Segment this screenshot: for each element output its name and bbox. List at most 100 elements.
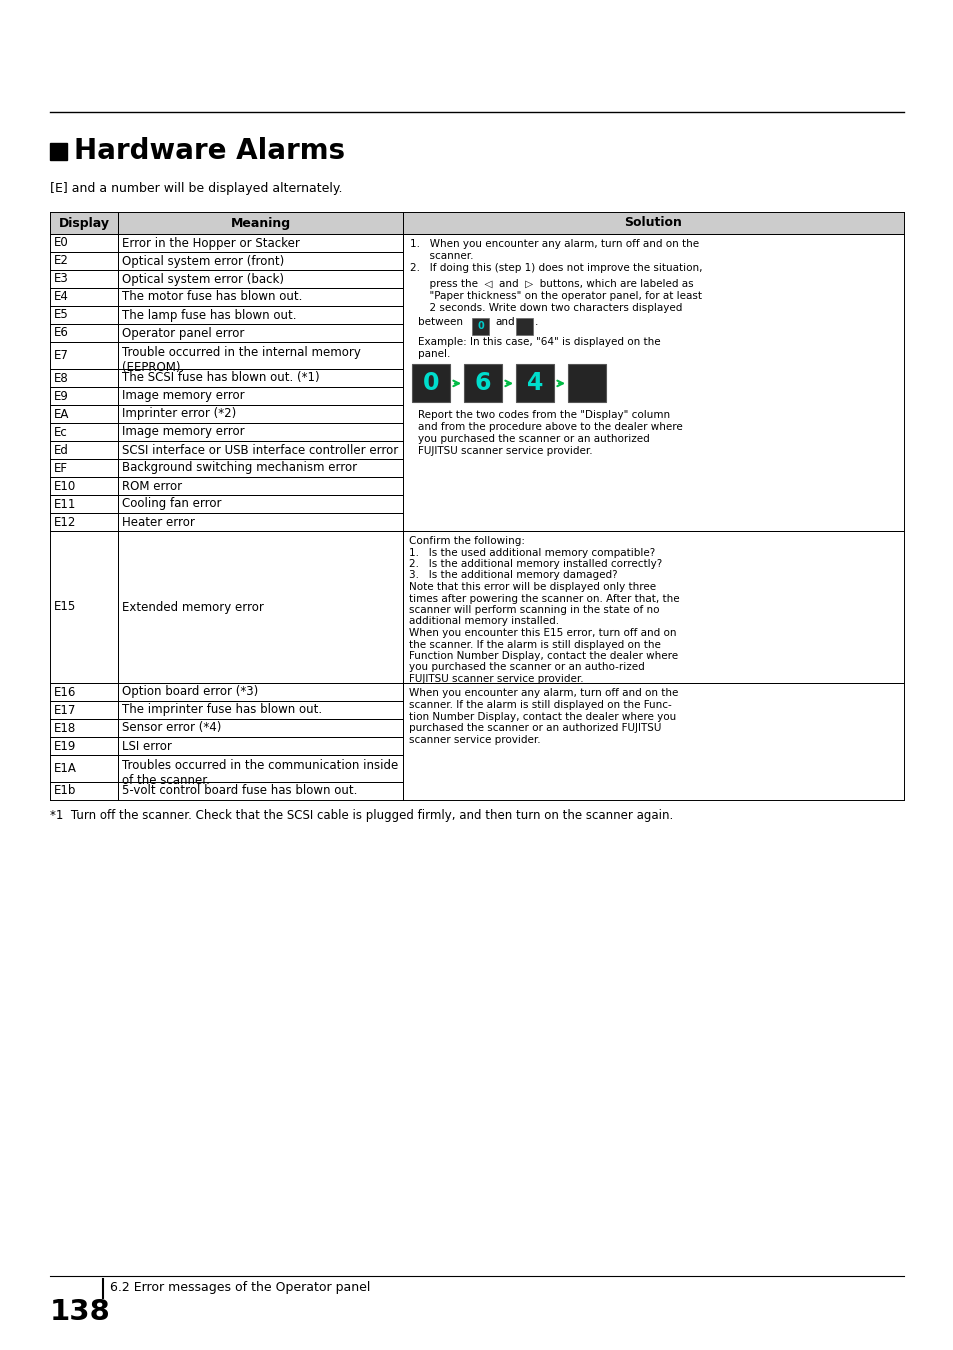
Text: you purchased the scanner or an authorized: you purchased the scanner or an authoriz… (417, 433, 649, 444)
Text: Background switching mechanism error: Background switching mechanism error (122, 462, 356, 474)
Text: scanner.: scanner. (410, 251, 473, 261)
Text: Image memory error: Image memory error (122, 425, 244, 439)
Text: E1A: E1A (54, 761, 77, 775)
Text: Option board error (*3): Option board error (*3) (122, 686, 258, 698)
Text: E0: E0 (54, 236, 69, 250)
Text: 1.   When you encounter any alarm, turn off and on the: 1. When you encounter any alarm, turn of… (410, 239, 699, 248)
Text: Extended memory error: Extended memory error (122, 601, 264, 613)
Text: E19: E19 (54, 740, 76, 752)
Text: FUJITSU scanner service provider.: FUJITSU scanner service provider. (417, 446, 592, 456)
Text: 2 seconds. Write down two characters displayed: 2 seconds. Write down two characters dis… (410, 302, 681, 313)
Bar (472, 317, 489, 335)
Text: LSI error: LSI error (122, 740, 172, 752)
Text: Troubles occurred in the communication inside
of the scanner.: Troubles occurred in the communication i… (122, 759, 397, 787)
Text: E10: E10 (54, 479, 76, 493)
Text: Solution: Solution (624, 216, 681, 230)
Text: 0: 0 (422, 371, 438, 396)
Text: E17: E17 (54, 703, 76, 717)
Text: E15: E15 (54, 601, 76, 613)
Text: *1  Turn off the scanner. Check that the SCSI cable is plugged firmly, and then : *1 Turn off the scanner. Check that the … (50, 809, 673, 822)
Text: E1b: E1b (54, 784, 76, 798)
Text: The SCSI fuse has blown out. (*1): The SCSI fuse has blown out. (*1) (122, 371, 319, 385)
Text: additional memory installed.: additional memory installed. (409, 617, 558, 626)
Bar (50, 212, 118, 234)
Text: 3.   Is the additional memory damaged?: 3. Is the additional memory damaged? (409, 571, 617, 580)
Text: E3: E3 (54, 273, 69, 285)
Text: 1.   Is the used additional memory compatible?: 1. Is the used additional memory compati… (409, 548, 655, 558)
Bar (463, 364, 501, 402)
Text: Imprinter error (*2): Imprinter error (*2) (122, 408, 236, 420)
Text: When you encounter this E15 error, turn off and on: When you encounter this E15 error, turn … (409, 628, 676, 639)
Text: Ec: Ec (54, 425, 68, 439)
Text: E2: E2 (54, 255, 69, 267)
Text: purchased the scanner or an authorized FUJITSU: purchased the scanner or an authorized F… (409, 724, 660, 733)
Text: E11: E11 (54, 498, 76, 510)
Bar (402, 212, 903, 234)
Text: E4: E4 (54, 290, 69, 304)
Text: 6: 6 (475, 371, 491, 396)
Text: Function Number Display, contact the dealer where: Function Number Display, contact the dea… (409, 651, 678, 661)
Text: press the  ◁  and  ▷  buttons, which are labeled as: press the ◁ and ▷ buttons, which are lab… (410, 279, 693, 289)
Text: Optical system error (front): Optical system error (front) (122, 255, 284, 267)
Text: "Paper thickness" on the operator panel, for at least: "Paper thickness" on the operator panel,… (410, 292, 701, 301)
Text: and: and (495, 317, 514, 327)
Bar (50, 143, 67, 161)
Text: 138: 138 (50, 1297, 111, 1326)
Text: panel.: panel. (417, 348, 450, 359)
Text: 5-volt control board fuse has blown out.: 5-volt control board fuse has blown out. (122, 784, 357, 798)
Text: The motor fuse has blown out.: The motor fuse has blown out. (122, 290, 302, 304)
Bar (567, 364, 605, 402)
Text: SCSI interface or USB interface controller error: SCSI interface or USB interface controll… (122, 444, 397, 456)
Text: Heater error: Heater error (122, 516, 194, 528)
Text: E12: E12 (54, 516, 76, 528)
Text: Report the two codes from the "Display" column: Report the two codes from the "Display" … (417, 410, 669, 420)
Text: E7: E7 (54, 350, 69, 362)
Text: When you encounter any alarm, turn off and on the: When you encounter any alarm, turn off a… (409, 688, 678, 698)
Text: scanner. If the alarm is still displayed on the Func-: scanner. If the alarm is still displayed… (409, 699, 671, 710)
Text: EA: EA (54, 408, 70, 420)
Text: scanner will perform scanning in the state of no: scanner will perform scanning in the sta… (409, 605, 659, 616)
Text: [E] and a number will be displayed alternately.: [E] and a number will be displayed alter… (50, 182, 342, 194)
Text: 4: 4 (526, 371, 542, 396)
Text: The imprinter fuse has blown out.: The imprinter fuse has blown out. (122, 703, 322, 717)
Text: 6.2 Error messages of the Operator panel: 6.2 Error messages of the Operator panel (110, 1281, 370, 1295)
Text: E9: E9 (54, 390, 69, 402)
Text: Confirm the following:: Confirm the following: (409, 536, 524, 545)
Text: .: . (535, 317, 537, 327)
Text: Sensor error (*4): Sensor error (*4) (122, 721, 221, 734)
Text: The lamp fuse has blown out.: The lamp fuse has blown out. (122, 309, 296, 321)
Text: E18: E18 (54, 721, 76, 734)
Text: and from the procedure above to the dealer where: and from the procedure above to the deal… (417, 423, 682, 432)
Text: between: between (417, 317, 462, 327)
Text: E16: E16 (54, 686, 76, 698)
Bar (516, 317, 533, 335)
Text: E5: E5 (54, 309, 69, 321)
Text: 2.   If doing this (step 1) does not improve the situation,: 2. If doing this (step 1) does not impro… (410, 263, 701, 273)
Text: Cooling fan error: Cooling fan error (122, 498, 221, 510)
Bar (412, 364, 450, 402)
Text: tion Number Display, contact the dealer where you: tion Number Display, contact the dealer … (409, 711, 676, 722)
Text: 2.   Is the additional memory installed correctly?: 2. Is the additional memory installed co… (409, 559, 661, 568)
Bar (118, 212, 402, 234)
Text: E8: E8 (54, 371, 69, 385)
Text: Note that this error will be displayed only three: Note that this error will be displayed o… (409, 582, 656, 593)
Text: the scanner. If the alarm is still displayed on the: the scanner. If the alarm is still displ… (409, 640, 660, 649)
Text: Ed: Ed (54, 444, 69, 456)
Text: 0: 0 (476, 321, 483, 331)
Text: FUJITSU scanner service provider.: FUJITSU scanner service provider. (409, 674, 583, 684)
Text: E6: E6 (54, 327, 69, 339)
Text: Display: Display (58, 216, 110, 230)
Text: EF: EF (54, 462, 68, 474)
Text: Example: In this case, "64" is displayed on the: Example: In this case, "64" is displayed… (417, 336, 659, 347)
Text: you purchased the scanner or an autho-rized: you purchased the scanner or an autho-ri… (409, 663, 644, 672)
Text: Operator panel error: Operator panel error (122, 327, 244, 339)
Text: Image memory error: Image memory error (122, 390, 244, 402)
Text: Trouble occurred in the internal memory
(EEPROM).: Trouble occurred in the internal memory … (122, 346, 360, 374)
Text: times after powering the scanner on. After that, the: times after powering the scanner on. Aft… (409, 594, 679, 603)
Text: Hardware Alarms: Hardware Alarms (74, 136, 345, 165)
Text: scanner service provider.: scanner service provider. (409, 736, 540, 745)
Text: Meaning: Meaning (231, 216, 291, 230)
Text: Optical system error (back): Optical system error (back) (122, 273, 284, 285)
Bar (516, 364, 554, 402)
Text: ROM error: ROM error (122, 479, 182, 493)
